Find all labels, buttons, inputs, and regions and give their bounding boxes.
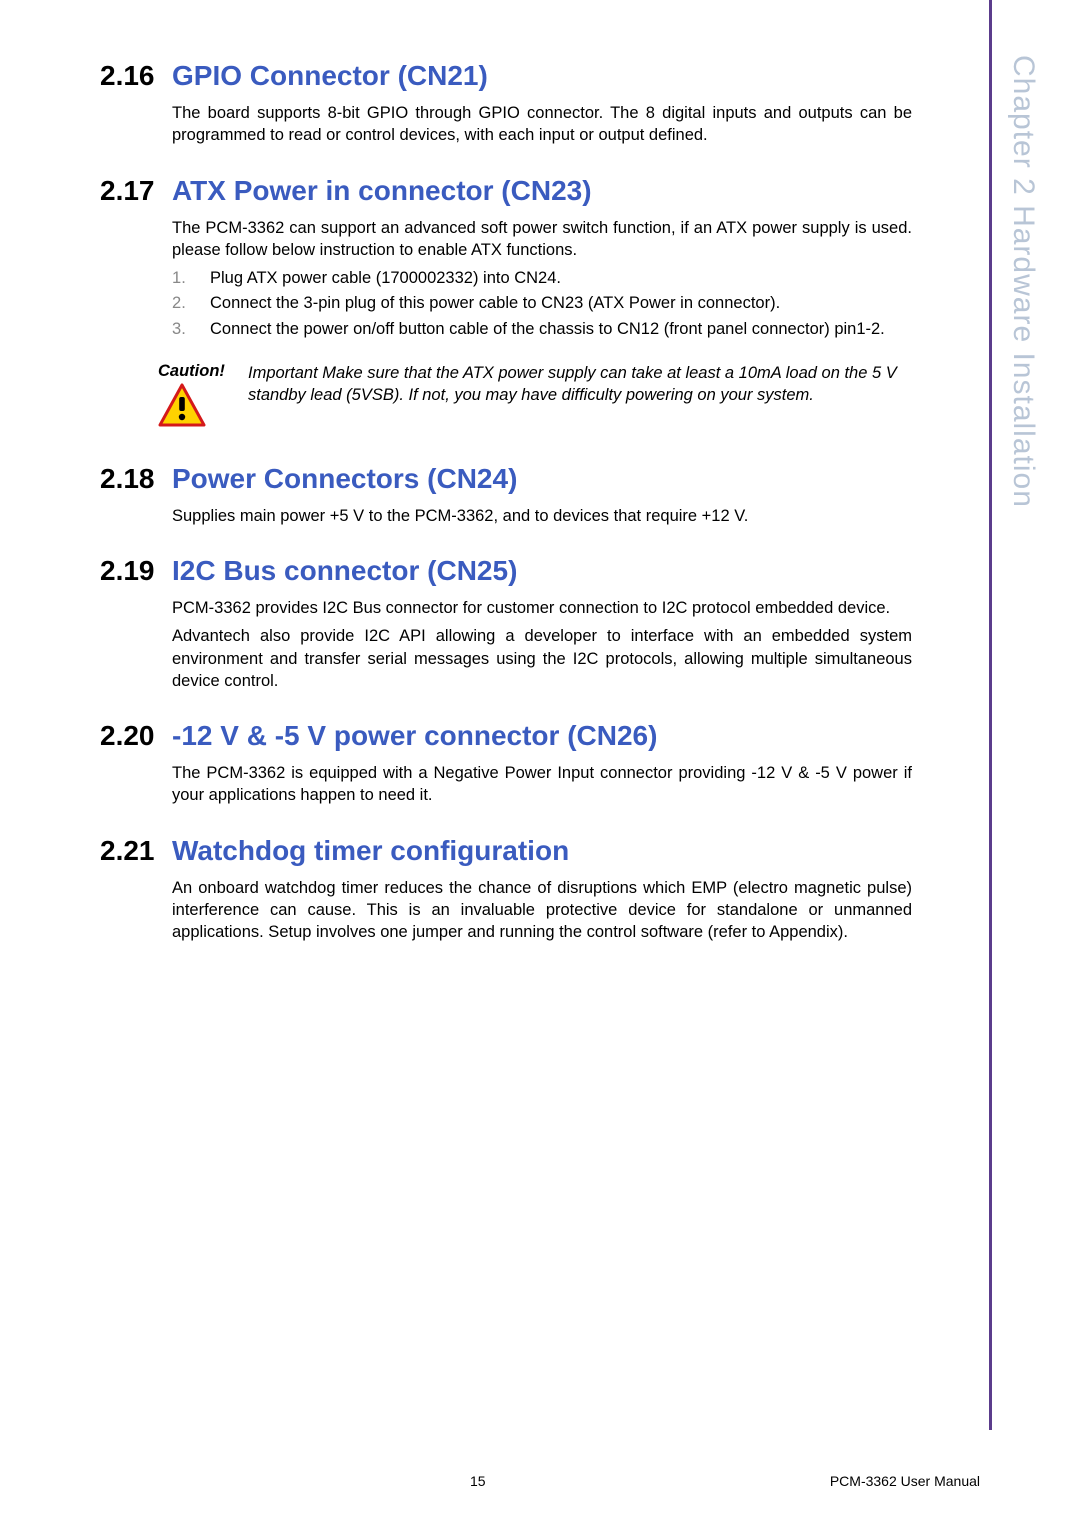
page-footer: 15 PCM-3362 User Manual xyxy=(0,1473,1080,1489)
side-accent-line xyxy=(989,0,992,1430)
section-number: 2.16 xyxy=(100,60,172,92)
section-title: -12 V & -5 V power connector (CN26) xyxy=(172,720,657,752)
paragraph: Supplies main power +5 V to the PCM-3362… xyxy=(172,505,912,527)
section-heading: 2.21 Watchdog timer configuration xyxy=(100,835,980,867)
paragraph: PCM-3362 provides I2C Bus connector for … xyxy=(172,597,912,619)
section-2-19: 2.19 I2C Bus connector (CN25) PCM-3362 p… xyxy=(100,555,980,692)
section-heading: 2.16 GPIO Connector (CN21) xyxy=(100,60,980,92)
caution-block: Caution! Important Make sure that the AT… xyxy=(158,362,928,427)
section-2-20: 2.20 -12 V & -5 V power connector (CN26)… xyxy=(100,720,980,807)
paragraph: The board supports 8-bit GPIO through GP… xyxy=(172,102,912,147)
section-number: 2.19 xyxy=(100,555,172,587)
step-item: Plug ATX power cable (1700002332) into C… xyxy=(172,267,912,289)
page-number: 15 xyxy=(470,1473,486,1489)
warning-icon xyxy=(158,383,206,427)
caution-text: Important Make sure that the ATX power s… xyxy=(248,362,928,407)
section-title: GPIO Connector (CN21) xyxy=(172,60,488,92)
caution-left-column: Caution! xyxy=(158,362,240,427)
ordered-steps: Plug ATX power cable (1700002332) into C… xyxy=(172,267,912,340)
manual-title: PCM-3362 User Manual xyxy=(830,1473,980,1489)
section-2-17: 2.17 ATX Power in connector (CN23) The P… xyxy=(100,175,980,427)
section-title: Power Connectors (CN24) xyxy=(172,463,517,495)
section-title: ATX Power in connector (CN23) xyxy=(172,175,592,207)
section-2-16: 2.16 GPIO Connector (CN21) The board sup… xyxy=(100,60,980,147)
section-number: 2.21 xyxy=(100,835,172,867)
paragraph: The PCM-3362 can support an advanced sof… xyxy=(172,217,912,262)
section-heading: 2.20 -12 V & -5 V power connector (CN26) xyxy=(100,720,980,752)
caution-label: Caution! xyxy=(158,362,230,381)
section-heading: 2.17 ATX Power in connector (CN23) xyxy=(100,175,980,207)
paragraph: Advantech also provide I2C API allowing … xyxy=(172,625,912,692)
chapter-side-label: Chapter 2 Hardware Installation xyxy=(1006,55,1040,508)
section-2-21: 2.21 Watchdog timer configuration An onb… xyxy=(100,835,980,944)
section-number: 2.17 xyxy=(100,175,172,207)
section-heading: 2.19 I2C Bus connector (CN25) xyxy=(100,555,980,587)
section-title: Watchdog timer configuration xyxy=(172,835,569,867)
paragraph: An onboard watchdog timer reduces the ch… xyxy=(172,877,912,944)
section-number: 2.20 xyxy=(100,720,172,752)
step-item: Connect the power on/off button cable of… xyxy=(172,318,912,340)
section-2-18: 2.18 Power Connectors (CN24) Supplies ma… xyxy=(100,463,980,527)
paragraph: The PCM-3362 is equipped with a Negative… xyxy=(172,762,912,807)
document-page: Chapter 2 Hardware Installation 2.16 GPI… xyxy=(0,0,1080,1527)
section-title: I2C Bus connector (CN25) xyxy=(172,555,517,587)
step-item: Connect the 3-pin plug of this power cab… xyxy=(172,292,912,314)
section-heading: 2.18 Power Connectors (CN24) xyxy=(100,463,980,495)
section-number: 2.18 xyxy=(100,463,172,495)
